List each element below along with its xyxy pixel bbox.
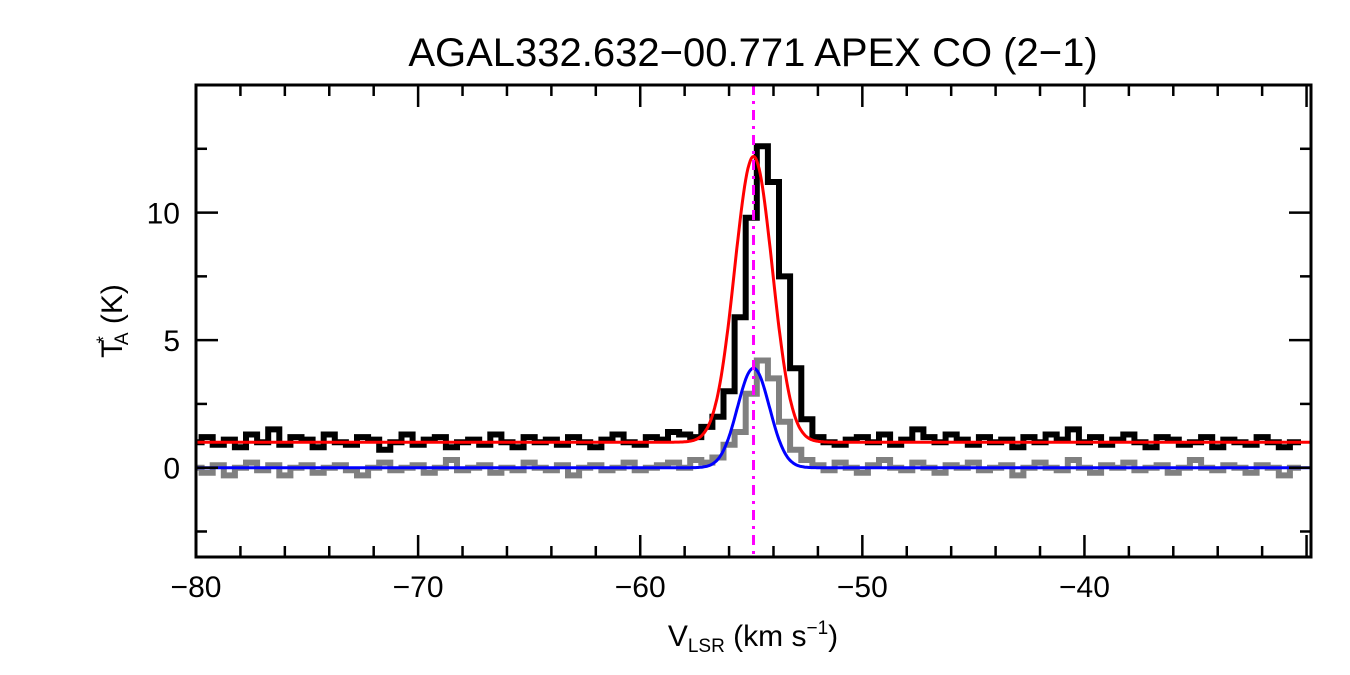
plot-area <box>194 83 1313 559</box>
y-tick-label: 5 <box>163 325 180 358</box>
x-tick-label: −50 <box>837 571 888 604</box>
x-tick-label: −40 <box>1059 571 1110 604</box>
y-axis-label: T*A (K) <box>94 284 133 358</box>
x-tick-label: −80 <box>171 571 222 604</box>
axis-ticks: −80 −70 −60 −50 −40 0 5 10 <box>147 83 1311 604</box>
plot-content <box>196 85 1311 557</box>
y-tick-label: 0 <box>163 453 180 486</box>
gaussian-fit-red <box>196 154 1311 444</box>
chart-title: AGAL332.632−00.771 APEX CO (2−1) <box>408 31 1097 75</box>
y-tick-label: 10 <box>147 198 180 231</box>
plot-frame <box>194 83 1313 559</box>
x-tick-label: −70 <box>393 571 444 604</box>
x-axis-label: VLSR (km s−1) <box>668 618 838 657</box>
x-tick-label: −60 <box>615 571 666 604</box>
